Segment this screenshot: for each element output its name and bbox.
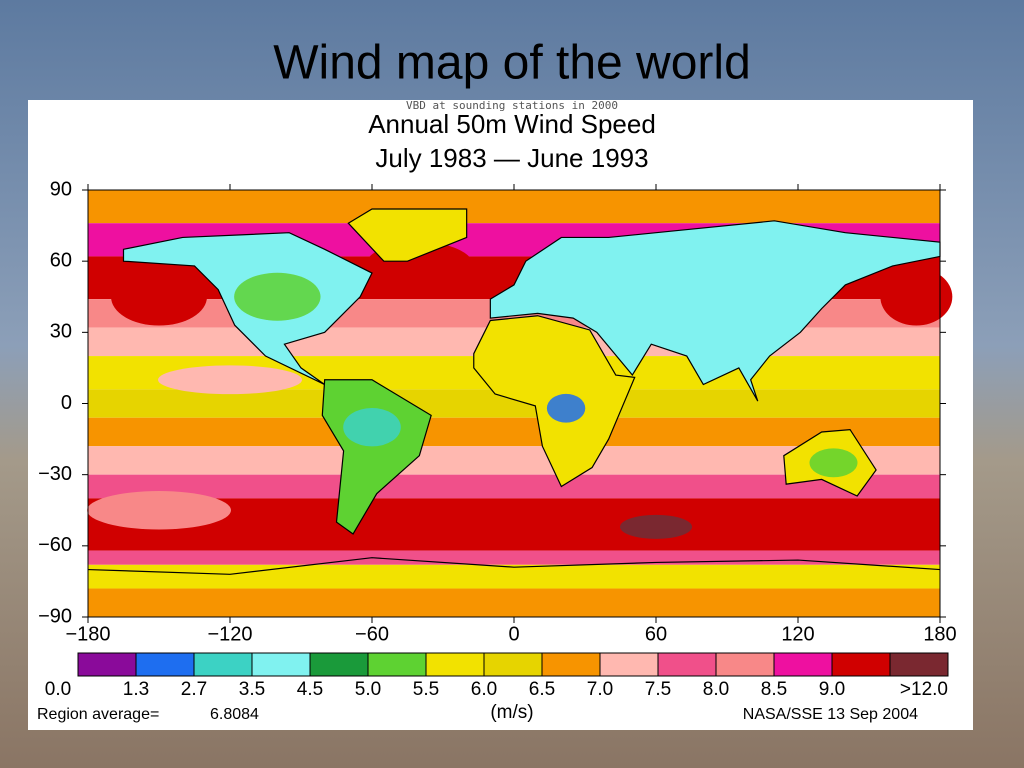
y-tick-label: 90 (50, 178, 72, 200)
legend-label: 5.0 (355, 679, 381, 700)
wind-band (88, 190, 940, 224)
y-tick-label: −30 (38, 463, 72, 485)
legend-label: 7.0 (587, 679, 613, 700)
wind-band (88, 564, 940, 589)
landmass (489, 220, 941, 402)
legend-swatch (483, 652, 543, 677)
legend-swatch (541, 652, 601, 677)
legend-label: >12.0 (900, 679, 948, 700)
map-subtitle: July 1983 — June 1993 (375, 143, 648, 173)
landmass (347, 208, 468, 262)
land-patch (546, 393, 586, 423)
legend-label: 7.5 (645, 679, 671, 700)
legend-swatch (657, 652, 717, 677)
legend-swatch (773, 652, 833, 677)
legend-label: 4.5 (297, 679, 323, 700)
land-patch (234, 272, 321, 321)
legend-swatch (77, 652, 137, 677)
slide-title: Wind map of the world (273, 37, 751, 90)
legend-label: 8.0 (703, 679, 729, 700)
legend-swatch (715, 652, 775, 677)
land-patch (343, 408, 401, 447)
wind-patch (111, 267, 207, 326)
x-tick-label: 0 (508, 623, 519, 645)
x-tick-label: −180 (65, 623, 110, 645)
legend-swatch (251, 652, 311, 677)
legend-label: 2.7 (181, 679, 207, 700)
map-title: Annual 50m Wind Speed (368, 109, 656, 139)
x-tick-label: −60 (355, 623, 389, 645)
wind-band (88, 417, 940, 447)
wind-band (88, 588, 940, 617)
legend-swatch (831, 652, 891, 677)
y-tick-label: 60 (50, 249, 72, 271)
legend-swatch (425, 652, 485, 677)
x-tick-label: 60 (645, 623, 667, 645)
legend-swatch (367, 652, 427, 677)
y-tick-label: −90 (38, 605, 72, 627)
wind-patch (620, 514, 692, 539)
y-tick-label: 30 (50, 321, 72, 343)
y-tick-label: −60 (38, 534, 72, 556)
legend-label: 6.0 (471, 679, 497, 700)
x-tick-label: 120 (781, 623, 814, 645)
wind-patch (87, 491, 231, 530)
x-tick-label: −120 (207, 623, 252, 645)
wind-patch (158, 365, 302, 395)
legend-swatch (889, 652, 949, 677)
unit-label: (m/s) (490, 702, 533, 723)
legend-label: 9.0 (819, 679, 845, 700)
legend-label: 6.5 (529, 679, 555, 700)
map (87, 189, 953, 618)
legend-label: 0.0 (45, 679, 71, 700)
legend-swatch (193, 652, 253, 677)
region-label: Region average= (37, 706, 159, 723)
legend-label: 1.3 (123, 679, 149, 700)
land-patch (525, 348, 598, 388)
wind-patch (880, 267, 953, 326)
legend-label: 8.5 (761, 679, 787, 700)
x-tick-label: 180 (923, 623, 956, 645)
legend-swatch (309, 652, 369, 677)
legend-swatch (135, 652, 195, 677)
legend-label: 3.5 (239, 679, 265, 700)
overlay-text: VBD at sounding stations in 2000 (406, 99, 618, 112)
antarctic-coast (87, 557, 941, 575)
credit: NASA/SSE 13 Sep 2004 (743, 706, 918, 723)
land-patch (809, 448, 858, 478)
legend-swatch (599, 652, 659, 677)
wind-band (88, 550, 940, 565)
wind-band (88, 474, 940, 499)
legend-label: 5.5 (413, 679, 439, 700)
y-tick-label: 0 (61, 392, 72, 414)
land-patch (631, 249, 823, 298)
region-value: 6.8084 (210, 706, 259, 723)
